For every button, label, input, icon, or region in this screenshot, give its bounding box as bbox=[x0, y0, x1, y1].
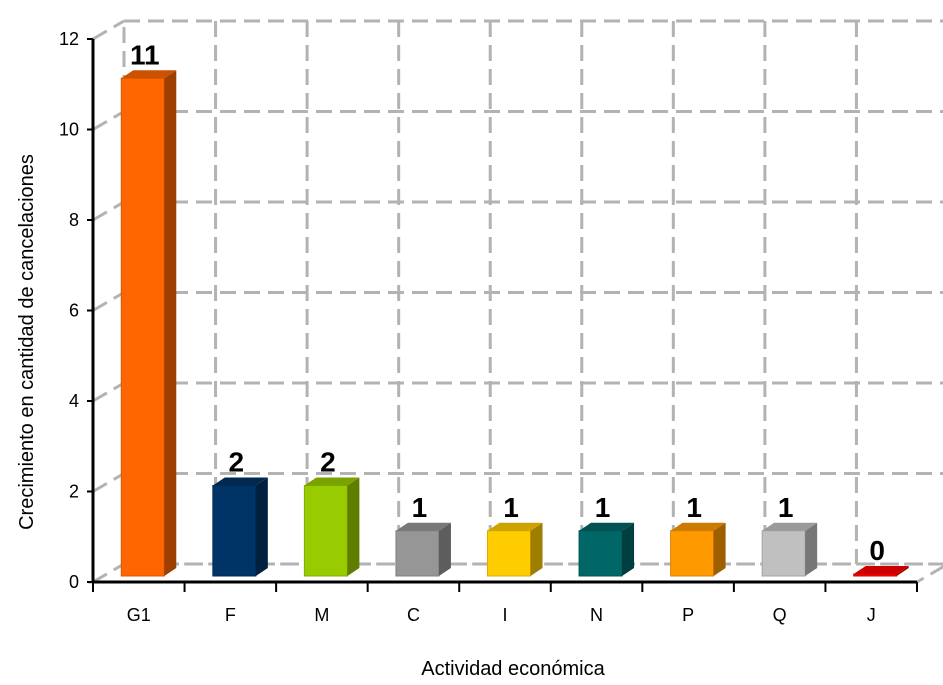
data-label-J: 0 bbox=[869, 535, 885, 566]
bar-F bbox=[212, 477, 268, 577]
data-label-N: 1 bbox=[595, 492, 611, 523]
gridline-side bbox=[92, 200, 125, 222]
y-axis-title: Crecimiento en cantidad de cancelaciones bbox=[16, 154, 38, 530]
bar-C bbox=[395, 522, 451, 577]
y-tick-label: 6 bbox=[69, 301, 79, 321]
y-tick-label: 12 bbox=[59, 29, 79, 49]
x-axis-title: Actividad económica bbox=[421, 658, 605, 680]
x-tick-label: M bbox=[314, 605, 329, 625]
x-tick-label: C bbox=[407, 605, 420, 625]
y-tick-label: 4 bbox=[69, 391, 79, 411]
y-tick-label: 2 bbox=[69, 482, 79, 502]
gridline-side bbox=[92, 381, 125, 403]
gridline-side bbox=[92, 291, 125, 312]
bar-I bbox=[487, 522, 543, 577]
data-label-G1: 11 bbox=[130, 39, 160, 70]
x-tick-label: F bbox=[225, 605, 236, 625]
gridline-side bbox=[92, 19, 125, 41]
bar-Q bbox=[761, 522, 818, 577]
bar-G1 bbox=[120, 70, 177, 577]
gridline-side bbox=[92, 472, 125, 493]
bar-N bbox=[578, 522, 635, 577]
y-tick-label: 0 bbox=[69, 572, 79, 592]
gridline-side bbox=[92, 110, 125, 131]
x-tick-label: I bbox=[502, 605, 507, 625]
x-tick-label: Q bbox=[773, 605, 787, 625]
x-tick-label: N bbox=[590, 605, 603, 625]
data-label-M: 2 bbox=[320, 447, 336, 478]
bar-P bbox=[670, 522, 726, 577]
y-tick-label: 10 bbox=[59, 120, 79, 140]
data-label-Q: 1 bbox=[778, 492, 794, 523]
data-label-C: 1 bbox=[412, 492, 428, 523]
x-tick-label: J bbox=[867, 605, 876, 625]
x-tick-label: G1 bbox=[127, 605, 151, 625]
chart-bars bbox=[120, 70, 909, 577]
data-label-F: 2 bbox=[229, 447, 245, 478]
bar-J bbox=[853, 566, 909, 577]
bar-M bbox=[303, 477, 360, 577]
y-tick-label: 8 bbox=[69, 210, 79, 230]
x-tick-label: P bbox=[682, 605, 694, 625]
data-label-P: 1 bbox=[686, 492, 702, 523]
data-label-I: 1 bbox=[503, 492, 519, 523]
chart-data-labels: 112 21 1 1 1 10 bbox=[130, 39, 885, 566]
chart-grid bbox=[92, 19, 943, 564]
